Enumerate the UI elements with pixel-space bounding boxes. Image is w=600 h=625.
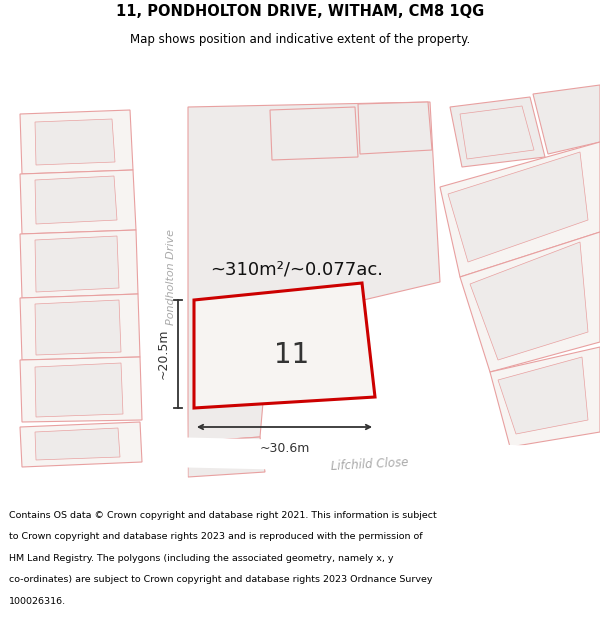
Polygon shape: [35, 428, 120, 460]
Text: Map shows position and indicative extent of the property.: Map shows position and indicative extent…: [130, 32, 470, 46]
Polygon shape: [460, 106, 534, 159]
Polygon shape: [155, 52, 188, 502]
Polygon shape: [270, 107, 358, 160]
Polygon shape: [188, 437, 265, 477]
Text: Contains OS data © Crown copyright and database right 2021. This information is : Contains OS data © Crown copyright and d…: [9, 511, 437, 519]
Text: co-ordinates) are subject to Crown copyright and database rights 2023 Ordnance S: co-ordinates) are subject to Crown copyr…: [9, 575, 433, 584]
Text: 11: 11: [274, 341, 309, 369]
Text: ~30.6m: ~30.6m: [259, 442, 310, 455]
Polygon shape: [35, 363, 123, 417]
Polygon shape: [450, 97, 545, 167]
Polygon shape: [470, 242, 588, 360]
Polygon shape: [498, 357, 588, 434]
Polygon shape: [165, 437, 600, 477]
Text: ~20.5m: ~20.5m: [157, 329, 170, 379]
Text: to Crown copyright and database rights 2023 and is reproduced with the permissio: to Crown copyright and database rights 2…: [9, 532, 422, 541]
Polygon shape: [533, 85, 600, 154]
Polygon shape: [188, 102, 440, 442]
Polygon shape: [20, 294, 140, 360]
Polygon shape: [194, 283, 375, 408]
Text: ~310m²/~0.077ac.: ~310m²/~0.077ac.: [210, 261, 383, 279]
Polygon shape: [448, 152, 588, 262]
Text: Pondholton Drive: Pondholton Drive: [166, 229, 176, 325]
Text: HM Land Registry. The polygons (including the associated geometry, namely x, y: HM Land Registry. The polygons (includin…: [9, 554, 394, 562]
Polygon shape: [35, 119, 115, 165]
Polygon shape: [20, 230, 138, 298]
Text: Lifchild Close: Lifchild Close: [331, 456, 409, 472]
Polygon shape: [35, 300, 121, 355]
Polygon shape: [35, 176, 117, 224]
Polygon shape: [440, 142, 600, 277]
Polygon shape: [490, 347, 600, 447]
Polygon shape: [358, 102, 432, 154]
Polygon shape: [20, 357, 142, 422]
Text: 11, PONDHOLTON DRIVE, WITHAM, CM8 1QG: 11, PONDHOLTON DRIVE, WITHAM, CM8 1QG: [116, 4, 484, 19]
Polygon shape: [20, 110, 133, 174]
Text: 100026316.: 100026316.: [9, 597, 66, 606]
Polygon shape: [20, 170, 136, 234]
Polygon shape: [460, 232, 600, 372]
Polygon shape: [20, 422, 142, 467]
Polygon shape: [35, 236, 119, 292]
